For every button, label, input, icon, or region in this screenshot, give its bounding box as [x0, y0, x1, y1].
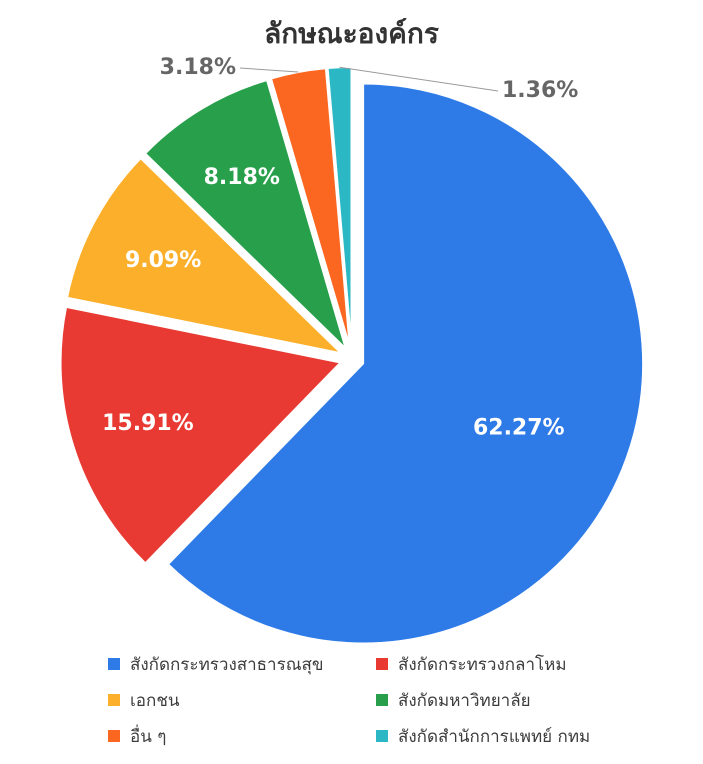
legend-item[interactable]: อื่น ๆ — [108, 724, 376, 748]
legend-item[interactable]: เอกชน — [108, 688, 376, 712]
pie-slice[interactable] — [143, 78, 348, 353]
legend-swatch — [376, 694, 388, 706]
legend-item[interactable]: สังกัดกระทรวงกลาโหม — [376, 652, 644, 676]
legend-item[interactable]: สังกัดกระทรวงสาธารณสุข — [108, 652, 376, 676]
legend-item[interactable]: สังกัดมหาวิทยาลัย — [376, 688, 644, 712]
slice-value-label: 1.36% — [502, 78, 578, 103]
pie-slice[interactable] — [65, 156, 345, 356]
chart-title: ลักษณะองค์กร — [264, 17, 439, 50]
pie-slice[interactable] — [59, 305, 343, 565]
legend-label: เอกชน — [130, 690, 180, 711]
legend-swatch — [376, 730, 388, 742]
legend-label: สังกัดสำนักการแพทย์ กทม — [398, 726, 591, 747]
slice-value-label: 62.27% — [473, 416, 565, 441]
legend-label: สังกัดมหาวิทยาลัย — [398, 690, 531, 711]
legend-swatch — [376, 658, 388, 670]
pie-slice[interactable] — [166, 82, 645, 645]
slice-value-label: 3.18% — [160, 55, 236, 80]
slice-value-label: 15.91% — [102, 411, 194, 436]
pie-slice[interactable] — [326, 66, 353, 348]
legend-label: อื่น ๆ — [130, 726, 167, 747]
legend-swatch — [108, 694, 120, 706]
legend-swatch — [108, 658, 120, 670]
slice-value-label: 9.09% — [125, 248, 201, 273]
leader-line — [239, 67, 299, 73]
legend-item[interactable]: สังกัดสำนักการแพทย์ กทม — [376, 724, 644, 748]
leader-line — [339, 66, 499, 92]
slice-value-label: 8.18% — [204, 165, 280, 190]
legend-label: สังกัดกระทรวงกลาโหม — [398, 654, 567, 675]
legend: สังกัดกระทรวงสาธารณสุข สังกัดกระทรวงกลาโ… — [108, 652, 648, 748]
pie-slice[interactable] — [269, 67, 351, 348]
legend-swatch — [108, 730, 120, 742]
legend-label: สังกัดกระทรวงสาธารณสุข — [130, 654, 324, 675]
